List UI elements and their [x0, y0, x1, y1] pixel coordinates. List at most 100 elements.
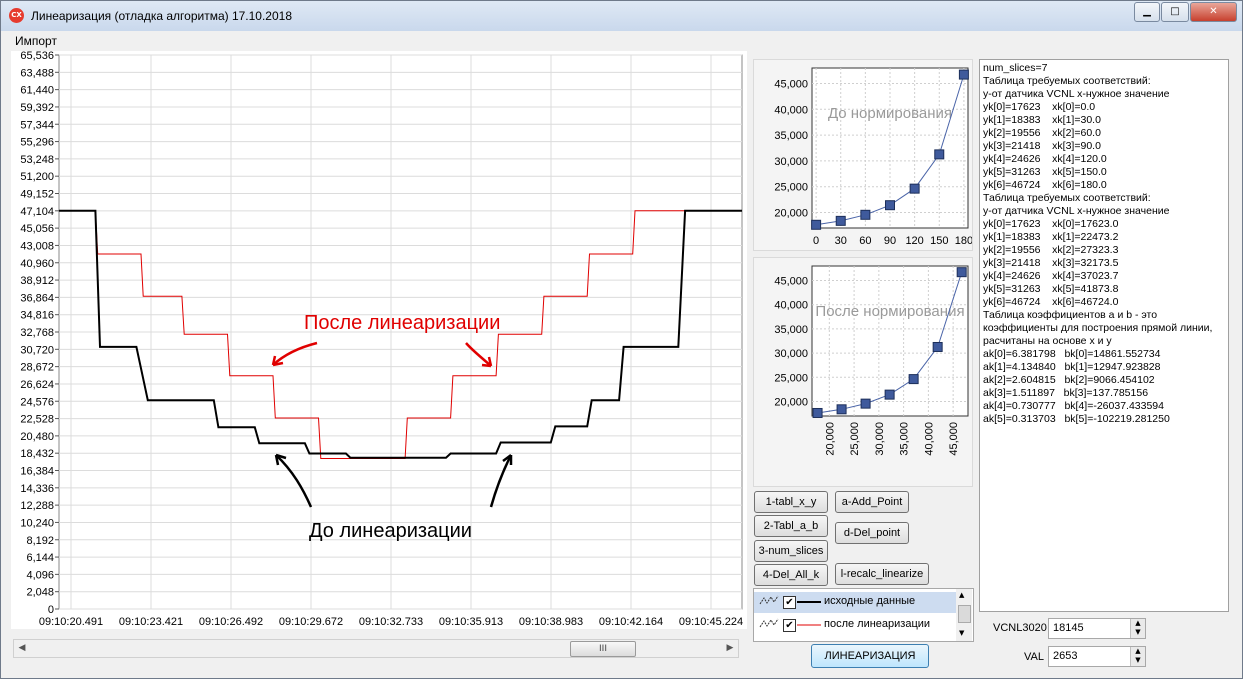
legend-label-linearized: после линеаризации	[824, 618, 931, 630]
output-line: yk[2]=19556 xk[2]=60.0	[983, 127, 1101, 139]
series-line-raw	[59, 209, 742, 459]
tabl-x-y-button[interactable]: 1-tabl_x_y	[754, 491, 828, 513]
y-tick-label: 35,000	[774, 130, 808, 142]
x-tick-label: 40,000	[923, 422, 935, 456]
minimize-button[interactable]: ▁	[1134, 2, 1160, 22]
close-button[interactable]: ✕	[1190, 2, 1237, 22]
output-line: ak[3]=1.511897 bk[3]=137.785156	[983, 387, 1149, 399]
x-tick-label: 09:10:45.224	[679, 616, 743, 628]
add-point-button[interactable]: a-Add_Point	[835, 491, 909, 513]
series-glyph-icon	[759, 595, 779, 605]
annotation-before-arrowhead-left	[274, 453, 287, 466]
tabl-a-b-button[interactable]: 2-Tabl_a_b	[754, 515, 828, 537]
main-chart-scrollbar[interactable]: ◀ III ▶	[13, 639, 739, 658]
main-chart[interactable]: 0 2,048 4,096 6,144 8,192 10,240 12,288 14,336 1…	[11, 50, 747, 629]
maximize-button[interactable]: □	[1161, 2, 1189, 22]
series-glyph-icon	[759, 618, 779, 628]
x-tick-label: 30,000	[874, 422, 886, 456]
x-tick-label: 45,000	[948, 422, 960, 456]
spinner-icon[interactable]: ▲ ▼	[1130, 647, 1145, 666]
output-line: yk[5]=31263 xk[5]=150.0	[983, 166, 1107, 178]
output-line: расчитаны на основе x и y	[983, 335, 1112, 347]
output-text-panel[interactable]: num_slices=7 Таблица требуемых соответств…	[979, 59, 1229, 612]
y-tick-label: 12,288	[20, 500, 54, 512]
y-tick-label: 25,000	[774, 182, 808, 194]
x-tick-label: 09:10:29.672	[279, 616, 343, 628]
chart-after-normalization[interactable]: 20,000 25,000 30,000 35,000 40,000 45,000 20,0…	[753, 257, 973, 487]
y-tick-label: 40,000	[774, 300, 808, 312]
title-bar: CX Линеаризация (отладка алгоритма) 17.1…	[1, 1, 1242, 31]
vcnl-value-field[interactable]: 18145 ▲ ▼	[1048, 618, 1146, 639]
num-slices-button[interactable]: 3-num_slices	[754, 540, 828, 562]
output-line: yk[0]=17623 xk[0]=0.0	[983, 101, 1096, 113]
scroll-up-icon[interactable]: ▲	[959, 591, 965, 599]
spinner-icon[interactable]: ▲ ▼	[1130, 619, 1145, 638]
output-line: yk[1]=18383 xk[1]=30.0	[983, 114, 1101, 126]
output-line: ak[0]=6.381798 bk[0]=14861.552734	[983, 348, 1161, 360]
output-line: yk[6]=46724 xk[6]=46724.0	[983, 296, 1119, 308]
legend-line-black-icon	[797, 601, 821, 603]
x-tick-label: 09:10:23.421	[119, 616, 183, 628]
y-tick-label: 35,000	[774, 324, 808, 336]
del-all-button[interactable]: 4-Del_All_k	[754, 564, 828, 586]
y-tick-label: 8,192	[26, 535, 54, 547]
data-point	[812, 407, 823, 418]
scroll-left-icon[interactable]: ◀	[18, 643, 26, 653]
data-point	[908, 374, 919, 385]
legend-item-linearized[interactable]: ✔ после линеаризации	[754, 615, 956, 636]
output-line: yk[3]=21418 xk[3]=90.0	[983, 140, 1101, 152]
x-tick-label: 90	[884, 235, 896, 247]
val-value-field[interactable]: 2653 ▲ ▼	[1048, 646, 1146, 667]
main-y-ticks: 0 2,048 4,096 6,144 8,192 10,240 12,288 14,336 1…	[20, 50, 59, 616]
y-tick-label: 14,336	[20, 483, 54, 495]
legend-scrollbar[interactable]: ▲ ▼	[956, 589, 972, 641]
chart-before-normalization[interactable]: 20,000 25,000 30,000 35,000 40,000 45,000 0 30 6…	[753, 59, 973, 251]
y-tick-label: 49,152	[20, 189, 54, 201]
legend-checkbox-linearized[interactable]: ✔	[783, 619, 796, 632]
y-tick-label: 65,536	[20, 51, 54, 62]
y-tick-label: 40,000	[774, 104, 808, 116]
main-chart-svg: 0 2,048 4,096 6,144 8,192 10,240 12,288 14,336 1…	[20, 50, 743, 628]
del-point-button[interactable]: d-Del_point	[835, 522, 909, 544]
scroll-right-icon[interactable]: ▶	[726, 643, 734, 653]
output-line: yk[4]=24626 xk[4]=120.0	[983, 153, 1107, 165]
y-tick-label: 30,720	[20, 344, 54, 356]
data-point	[835, 215, 846, 226]
output-line: yk[2]=19556 xk[2]=27323.3	[983, 244, 1119, 256]
legend-checkbox-raw[interactable]: ✔	[783, 596, 796, 609]
data-point	[884, 389, 895, 400]
y-tick-label: 22,528	[20, 414, 54, 426]
y-tick-label: 25,000	[774, 372, 808, 384]
y-tick-label: 26,624	[20, 379, 54, 391]
y-tick-label: 43,008	[20, 240, 54, 252]
y-tick-label: 6,144	[26, 552, 54, 564]
annotation-after-arrow-left	[272, 341, 318, 366]
y-tick-label: 51,200	[20, 171, 54, 183]
data-point	[836, 404, 847, 415]
y-tick-label: 45,000	[774, 78, 808, 90]
chart-title: После нормирования	[815, 303, 964, 320]
x-tick-label: 30	[835, 235, 847, 247]
val-value: 2653	[1053, 650, 1078, 662]
y-tick-label: 61,440	[20, 85, 54, 97]
main-series	[59, 209, 742, 459]
scroll-down-icon[interactable]: ▼	[959, 629, 965, 637]
legend-scroll-thumb[interactable]	[958, 605, 971, 623]
legend-list[interactable]: ✔ исходные данные ✔ после линеаризации ▲…	[753, 588, 974, 642]
legend-line-red-icon	[797, 624, 821, 626]
data-point	[909, 183, 920, 194]
y-tick-label: 18,432	[20, 448, 54, 460]
scroll-thumb[interactable]: III	[570, 641, 636, 657]
data-point	[956, 267, 967, 278]
recalc-linearize-button[interactable]: l-recalc_linearize	[835, 563, 929, 585]
annotation-after-arrow-right	[465, 342, 492, 367]
linearize-button[interactable]: ЛИНЕАРИЗАЦИЯ	[811, 644, 929, 668]
output-line: ak[1]=4.134840 bk[1]=12947.923828	[983, 361, 1161, 373]
y-tick-label: 53,248	[20, 154, 54, 166]
data-point	[885, 200, 895, 211]
x-tick-label: 150	[930, 235, 948, 247]
chart-after-svg: 20,000 25,000 30,000 35,000 40,000 45,000 20,0…	[774, 265, 969, 456]
y-tick-label: 63,488	[20, 67, 54, 79]
legend-item-raw[interactable]: ✔ исходные данные	[754, 592, 956, 613]
menu-import[interactable]: Импорт	[15, 34, 57, 48]
